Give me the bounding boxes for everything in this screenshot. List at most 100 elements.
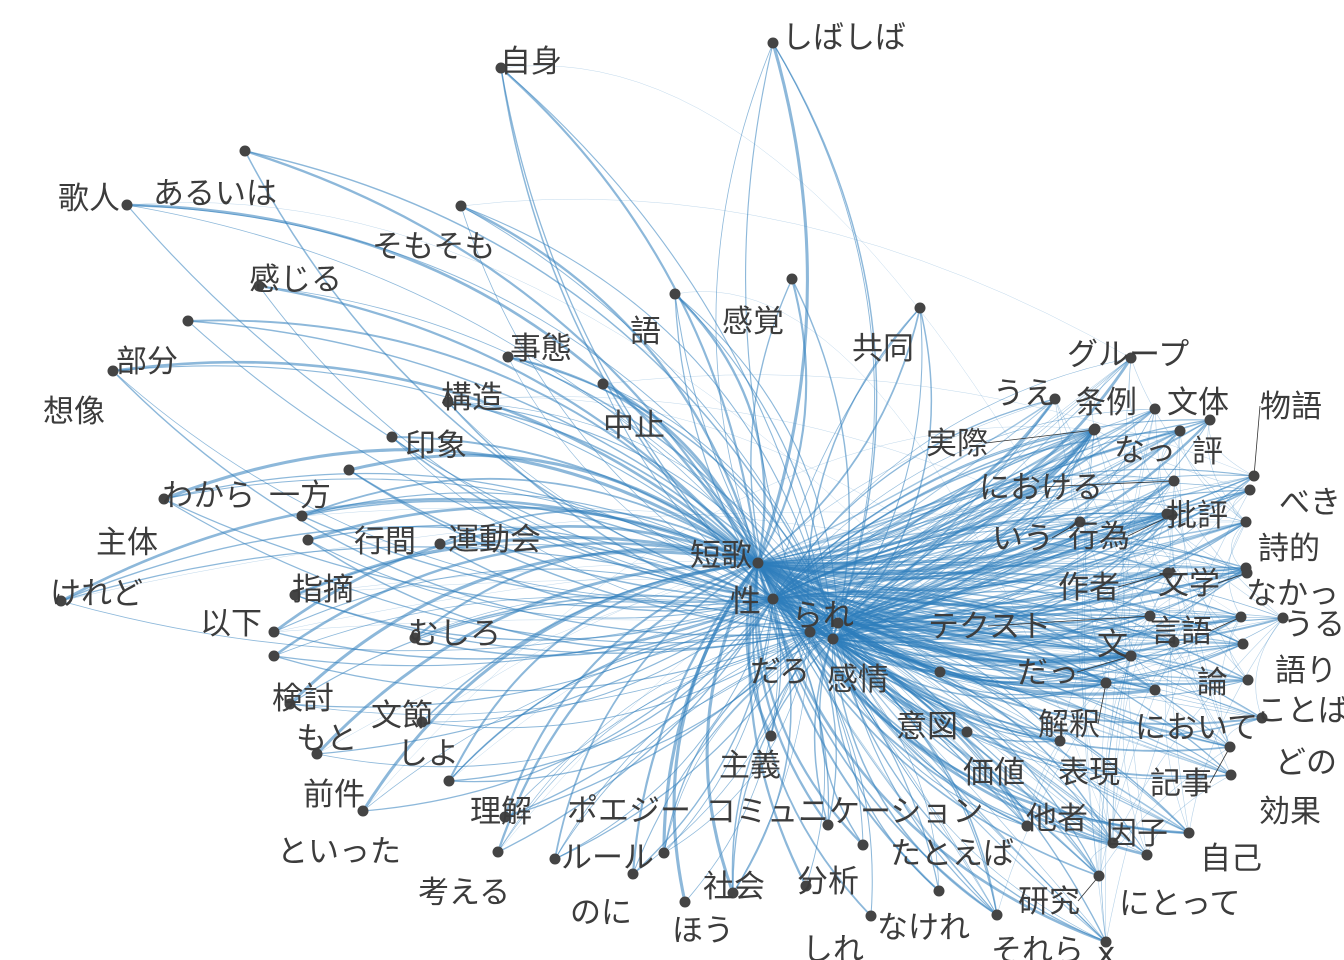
edge	[837, 428, 1096, 624]
edge	[772, 598, 1232, 776]
edge	[1130, 617, 1284, 657]
node	[302, 534, 314, 546]
edge	[163, 498, 774, 608]
node	[1244, 484, 1256, 496]
node	[499, 811, 511, 823]
node-label: しれ	[802, 932, 864, 960]
node-label: 条例	[1075, 385, 1137, 421]
node	[386, 431, 398, 443]
edge	[1171, 514, 1232, 776]
edge	[1098, 408, 1156, 877]
node-label: 自身	[500, 44, 562, 80]
edge	[757, 562, 1232, 776]
edge	[414, 598, 774, 657]
edge	[832, 513, 1168, 640]
edge	[832, 638, 1028, 827]
edge	[1105, 643, 1244, 684]
edge	[1157, 430, 1181, 515]
edge	[757, 513, 1168, 579]
edge	[497, 638, 834, 853]
edge	[705, 562, 760, 894]
edge	[832, 638, 1028, 827]
edge	[832, 616, 1242, 644]
edge	[1228, 521, 1247, 618]
node	[1021, 820, 1033, 832]
node	[268, 650, 280, 662]
edge	[1076, 521, 1114, 844]
edge	[832, 357, 1132, 640]
edge	[772, 307, 921, 600]
edge	[832, 638, 1231, 748]
node	[1149, 684, 1161, 696]
node-label: 前件	[303, 777, 365, 813]
node	[442, 396, 454, 408]
edge	[757, 562, 1148, 856]
edge	[772, 539, 1169, 600]
edge	[307, 506, 759, 565]
edge	[772, 42, 875, 624]
node-label: 意図	[896, 709, 958, 745]
edge	[1026, 615, 1151, 827]
edge	[831, 638, 940, 892]
edge	[772, 419, 1211, 600]
node	[1240, 516, 1252, 528]
edge	[757, 562, 1248, 617]
node	[1240, 562, 1252, 574]
edge	[757, 521, 1081, 564]
edge	[301, 506, 1242, 618]
edge	[832, 480, 1175, 640]
edge	[837, 622, 1231, 748]
node	[765, 730, 777, 742]
edge	[554, 562, 759, 860]
edge	[809, 474, 1255, 633]
edge	[772, 480, 1175, 600]
node	[549, 853, 561, 865]
edge	[832, 638, 1244, 685]
node	[343, 464, 355, 476]
node-label: 考える	[418, 875, 510, 911]
edge	[288, 550, 759, 706]
node	[822, 819, 834, 831]
node-label: のに	[570, 895, 632, 931]
edge	[809, 428, 1096, 633]
node-label: 性	[730, 584, 761, 620]
edge	[421, 598, 774, 723]
node-label: ポエジー	[567, 793, 691, 829]
node-label: 主体	[96, 525, 158, 561]
node-label: 物語	[1260, 389, 1322, 425]
edge	[757, 408, 1156, 564]
edge	[1098, 489, 1251, 877]
edge	[772, 598, 1244, 645]
node	[253, 280, 265, 292]
edge	[1161, 430, 1181, 482]
edge	[60, 497, 759, 603]
edge	[1188, 617, 1284, 834]
edge	[832, 637, 1132, 657]
node-label: 効果	[1259, 794, 1321, 830]
edge	[837, 622, 998, 916]
edge	[832, 638, 1028, 827]
edge	[757, 475, 1255, 564]
node-label: 一方	[269, 478, 331, 514]
edge	[448, 634, 834, 782]
node-label: あるいは	[153, 176, 277, 212]
edge	[1112, 617, 1284, 844]
edge	[837, 622, 1061, 742]
node	[1088, 424, 1100, 436]
node	[767, 37, 779, 49]
node	[1174, 425, 1186, 437]
edge	[1128, 513, 1168, 657]
node	[627, 868, 639, 880]
edge	[750, 278, 793, 600]
node-label: 文	[1097, 627, 1128, 663]
node-label: 言語	[1150, 614, 1212, 650]
edge	[837, 622, 1061, 742]
edge	[756, 562, 968, 734]
edge	[837, 613, 1151, 624]
edge	[1122, 655, 1148, 856]
node-label: 文学	[1158, 566, 1220, 602]
edge	[447, 397, 1107, 684]
edge	[602, 374, 1255, 477]
nodes-layer	[55, 37, 1289, 948]
node	[502, 351, 514, 363]
